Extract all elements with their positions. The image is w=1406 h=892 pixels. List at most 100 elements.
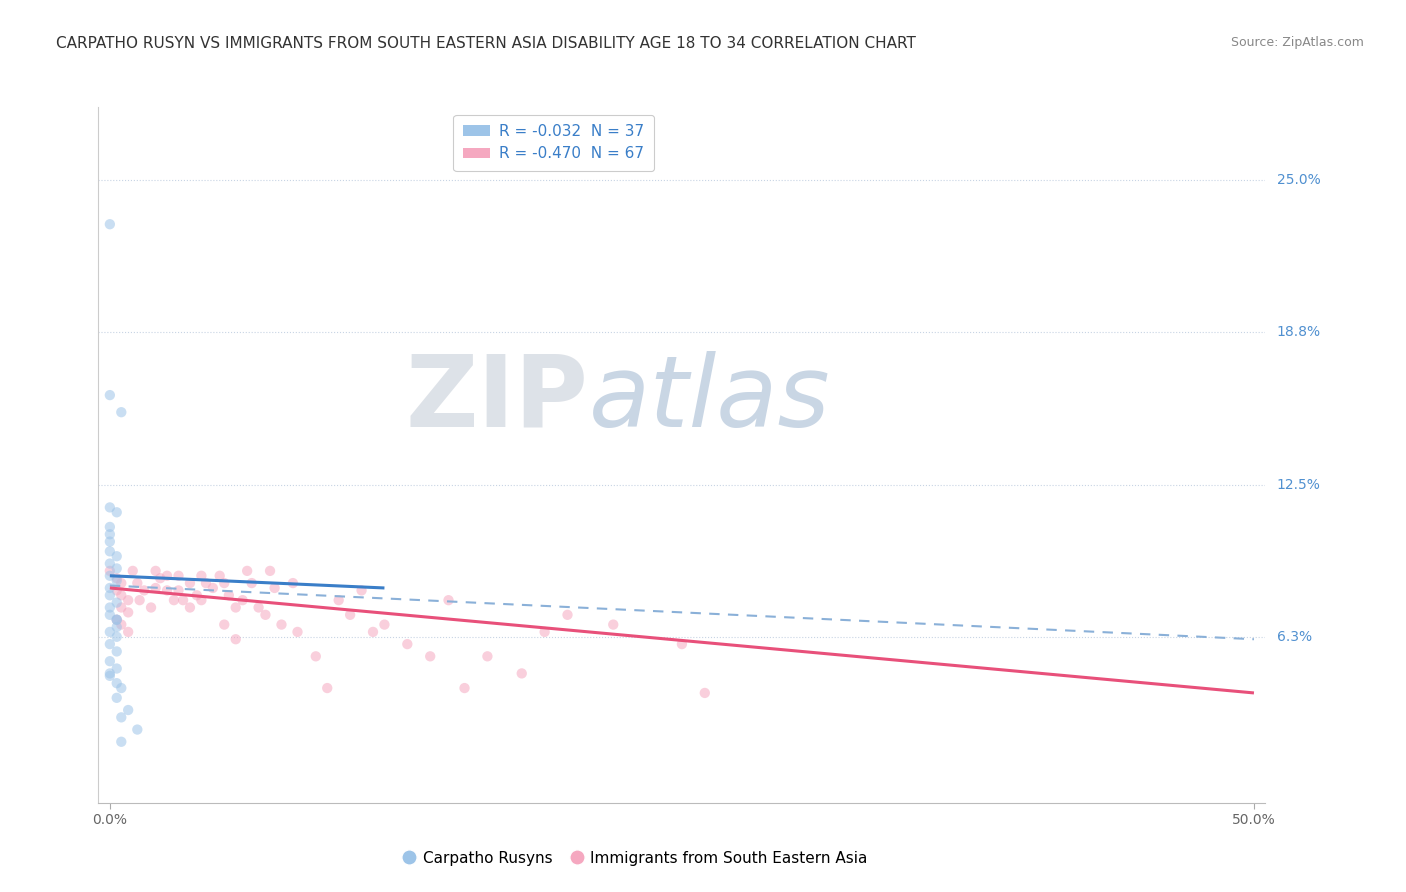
Point <box>361 624 384 639</box>
Point <box>214 617 236 632</box>
Point <box>110 681 132 695</box>
Point <box>557 607 579 622</box>
Point <box>533 624 555 639</box>
Point <box>110 405 132 419</box>
Point <box>453 681 475 695</box>
Point <box>186 588 208 602</box>
Point <box>477 649 499 664</box>
Point <box>190 568 212 582</box>
Point <box>98 217 121 231</box>
Point <box>117 593 139 607</box>
Point <box>98 624 121 639</box>
Point <box>339 607 361 622</box>
Point <box>98 654 121 668</box>
Point <box>105 549 128 564</box>
Point <box>105 571 128 585</box>
Point <box>105 690 128 705</box>
Point <box>98 607 121 622</box>
Text: 12.5%: 12.5% <box>1277 478 1320 492</box>
Point <box>98 600 121 615</box>
Point <box>263 581 285 595</box>
Point <box>98 637 121 651</box>
Point <box>156 568 179 582</box>
Point <box>110 600 132 615</box>
Point <box>156 583 179 598</box>
Text: Source: ZipAtlas.com: Source: ZipAtlas.com <box>1230 36 1364 49</box>
Legend: Carpatho Rusyns, Immigrants from South Eastern Asia: Carpatho Rusyns, Immigrants from South E… <box>396 845 875 871</box>
Point <box>98 557 121 571</box>
Point <box>671 637 693 651</box>
Point <box>236 564 259 578</box>
Point <box>179 600 201 615</box>
Point <box>145 564 167 578</box>
Point <box>105 613 128 627</box>
Point <box>98 527 121 541</box>
Point <box>128 593 150 607</box>
Point <box>145 581 167 595</box>
Point <box>127 576 149 591</box>
Point <box>510 666 533 681</box>
Point <box>602 617 624 632</box>
Point <box>201 581 224 595</box>
Point <box>110 588 132 602</box>
Point <box>110 710 132 724</box>
Point <box>232 593 254 607</box>
Point <box>194 576 217 591</box>
Point <box>105 630 128 644</box>
Point <box>163 593 186 607</box>
Point <box>693 686 716 700</box>
Point <box>105 561 128 575</box>
Point <box>105 620 128 634</box>
Point <box>190 593 212 607</box>
Point <box>127 723 149 737</box>
Point <box>117 606 139 620</box>
Point <box>98 588 121 602</box>
Text: ZIP: ZIP <box>406 351 589 448</box>
Point <box>172 593 194 607</box>
Point <box>419 649 441 664</box>
Point <box>287 624 309 639</box>
Point <box>98 534 121 549</box>
Point <box>218 588 240 602</box>
Text: 6.3%: 6.3% <box>1277 630 1312 644</box>
Point <box>134 583 156 598</box>
Point <box>105 613 128 627</box>
Point <box>105 596 128 610</box>
Text: 25.0%: 25.0% <box>1277 173 1320 187</box>
Point <box>316 681 339 695</box>
Point <box>110 735 132 749</box>
Point <box>350 583 373 598</box>
Point <box>105 644 128 658</box>
Point <box>105 661 128 675</box>
Text: atlas: atlas <box>589 351 830 448</box>
Point <box>105 613 128 627</box>
Point <box>105 574 128 588</box>
Point <box>98 520 121 534</box>
Point <box>98 544 121 558</box>
Point <box>98 500 121 515</box>
Point <box>396 637 419 651</box>
Point <box>247 600 270 615</box>
Point <box>98 581 121 595</box>
Point <box>139 600 162 615</box>
Point <box>373 617 395 632</box>
Point <box>270 617 292 632</box>
Point <box>117 703 139 717</box>
Point <box>110 576 132 591</box>
Point <box>225 600 247 615</box>
Point <box>98 669 121 683</box>
Point <box>110 617 132 632</box>
Point <box>98 666 121 681</box>
Point <box>225 632 247 647</box>
Point <box>121 564 143 578</box>
Point <box>281 576 304 591</box>
Point <box>259 564 281 578</box>
Text: CARPATHO RUSYN VS IMMIGRANTS FROM SOUTH EASTERN ASIA DISABILITY AGE 18 TO 34 COR: CARPATHO RUSYN VS IMMIGRANTS FROM SOUTH … <box>56 36 917 51</box>
Point <box>167 583 190 598</box>
Point <box>98 568 121 582</box>
Point <box>179 576 201 591</box>
Point <box>240 576 263 591</box>
Point <box>305 649 328 664</box>
Point <box>98 388 121 402</box>
Point <box>105 505 128 519</box>
